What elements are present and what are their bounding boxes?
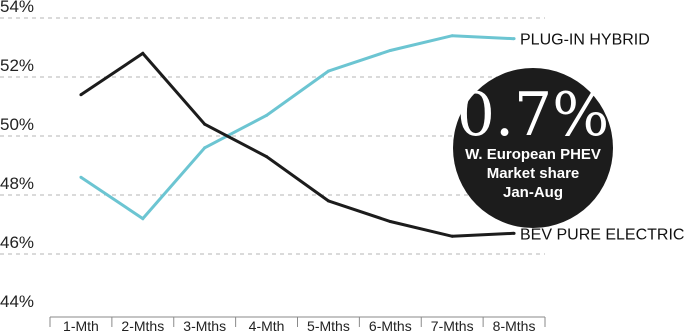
data-point xyxy=(265,114,268,117)
data-point xyxy=(513,37,516,40)
data-point xyxy=(203,123,206,126)
y-axis-ticks: 44% 46% 48% 50% 52% 54% xyxy=(0,0,34,311)
y-tick-label: 50% xyxy=(0,115,34,134)
data-point xyxy=(389,49,392,52)
x-tick-label: 4-Mth xyxy=(249,318,285,333)
data-point xyxy=(513,232,516,235)
y-tick-label: 46% xyxy=(0,233,34,252)
x-tick-label: 2-Mths xyxy=(121,318,164,333)
y-tick-label: 52% xyxy=(0,56,34,75)
x-tick-label: 8-Mths xyxy=(493,318,536,333)
data-point xyxy=(141,217,144,220)
data-point xyxy=(265,155,268,158)
data-point xyxy=(327,199,330,202)
series-line-bev-pure-electric xyxy=(81,53,514,236)
x-tick-label: 1-Mth xyxy=(63,318,99,333)
x-tick-label: 3-Mths xyxy=(183,318,226,333)
callout-line-2: Market share xyxy=(487,165,580,182)
market-share-callout: 0.7% W. European PHEV Market share Jan-A… xyxy=(453,68,613,228)
callout-line-3: Jan-Aug xyxy=(503,184,563,201)
y-tick-label: 44% xyxy=(0,292,34,311)
x-axis: 1-Mth 2-Mths 3-Mths 4-Mth 5-Mths 6-Mths 7-Mths… xyxy=(50,317,545,333)
series-label: PLUG-IN HYBRID xyxy=(520,32,650,49)
data-point xyxy=(141,52,144,55)
series-line-plug-in-hybrid xyxy=(81,36,514,219)
x-tick-label: 7-Mths xyxy=(431,318,474,333)
data-point xyxy=(79,93,82,96)
data-point xyxy=(203,146,206,149)
callout-value: 0.7% xyxy=(457,80,609,150)
data-point xyxy=(79,176,82,179)
x-tick-label: 6-Mths xyxy=(369,318,412,333)
data-point xyxy=(451,235,454,238)
callout-line-1: W. European PHEV xyxy=(465,146,601,163)
data-point xyxy=(389,220,392,223)
series-label: BEV PURE ELECTRIC xyxy=(520,226,684,243)
data-point xyxy=(451,34,454,37)
data-point xyxy=(327,70,330,73)
x-tick-label: 5-Mths xyxy=(307,318,350,333)
y-tick-label: 48% xyxy=(0,174,34,193)
y-tick-label: 54% xyxy=(0,0,34,16)
